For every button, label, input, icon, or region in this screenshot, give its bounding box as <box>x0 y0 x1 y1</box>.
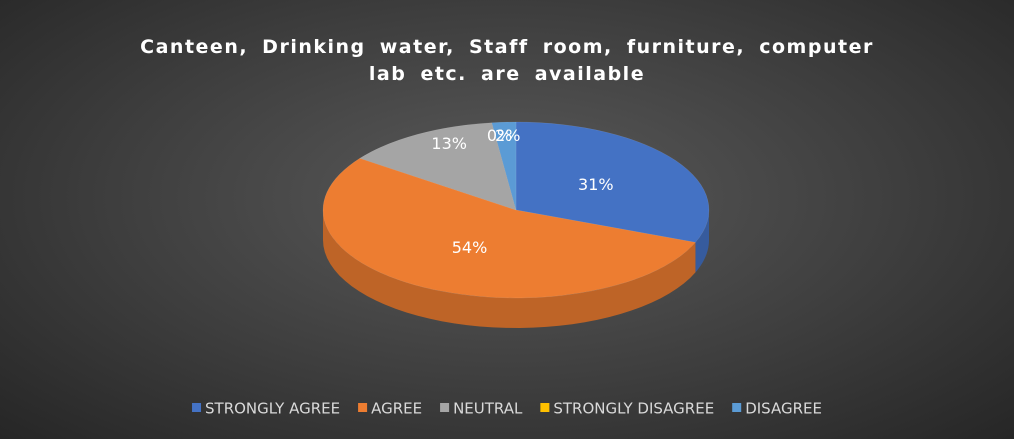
legend-label: NEUTRAL <box>453 400 523 418</box>
data-label: 54% <box>452 238 488 257</box>
legend-item: AGREE <box>358 400 422 418</box>
legend-label: DISAGREE <box>745 400 822 418</box>
legend-item: STRONGLY DISAGREE <box>540 400 714 418</box>
legend-swatch <box>440 403 450 412</box>
legend-item: STRONGLY AGREE <box>192 400 340 418</box>
legend-item: DISAGREE <box>732 400 822 418</box>
legend-swatch <box>358 403 368 412</box>
pie-slice <box>359 122 517 211</box>
legend-item: NEUTRAL <box>440 400 523 418</box>
slice-side <box>695 210 709 273</box>
legend-label: STRONGLY AGREE <box>205 400 340 418</box>
slice-side <box>323 210 696 328</box>
legend-swatch <box>192 403 202 412</box>
pie-slice <box>322 158 696 328</box>
slice-top <box>359 122 517 211</box>
legend-label: AGREE <box>371 400 422 418</box>
slice-top <box>322 158 696 299</box>
legend-swatch <box>540 403 550 412</box>
legend-label: STRONGLY DISAGREE <box>553 400 714 418</box>
slice-top <box>515 121 710 243</box>
chart-title: Canteen, Drinking water, Staff room, fur… <box>140 36 874 85</box>
pie-slice <box>515 121 710 273</box>
slice-top <box>491 121 517 211</box>
data-label: 31% <box>578 175 614 194</box>
data-label: 2% <box>495 126 520 145</box>
data-label: 13% <box>431 134 467 153</box>
pie-slice <box>491 121 517 211</box>
legend-swatch <box>732 403 742 412</box>
data-label: 0% <box>487 126 512 145</box>
